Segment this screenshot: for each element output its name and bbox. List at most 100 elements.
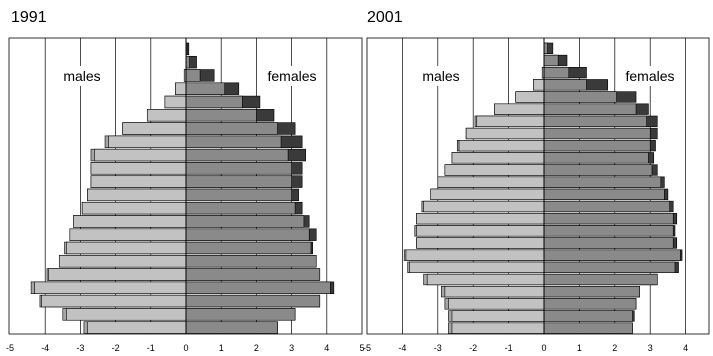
female-bar — [185, 188, 292, 202]
male-bar — [108, 135, 187, 148]
female-bar — [543, 249, 681, 261]
female-bar — [185, 294, 321, 308]
female-bar — [185, 69, 201, 82]
male-bar — [48, 268, 187, 281]
x-tick-label: -5 — [6, 343, 14, 353]
female-bar — [543, 261, 676, 273]
female-bar — [185, 268, 321, 281]
female-bar — [543, 322, 633, 334]
male-bar — [458, 140, 545, 152]
male-bar — [87, 321, 187, 334]
male-bar — [122, 122, 187, 135]
x-tick-label: 2 — [612, 343, 617, 353]
female-bar — [543, 103, 637, 115]
male-bar — [448, 298, 545, 310]
x-tick-label: -1 — [147, 343, 155, 353]
female-bar — [543, 213, 674, 225]
male-bar — [476, 115, 545, 127]
female-bar — [185, 215, 305, 228]
x-tick-label: 0 — [541, 343, 546, 353]
female-bar — [185, 281, 331, 294]
female-bar — [543, 225, 674, 237]
females-label: females — [267, 68, 316, 84]
male-bar — [73, 215, 187, 228]
females-label: females — [625, 68, 674, 84]
male-bar — [164, 95, 187, 109]
x-tick-label: -3 — [76, 343, 84, 353]
female-bar — [543, 152, 649, 164]
male-bar — [94, 148, 187, 162]
x-tick-label: 4 — [683, 343, 688, 353]
female-bar — [543, 54, 559, 67]
x-tick-label: -4 — [398, 343, 406, 353]
male-bar — [416, 213, 545, 225]
male-bar — [58, 255, 187, 268]
male-bar — [426, 273, 545, 286]
x-tick-label: -5 — [363, 343, 371, 353]
female-bar — [185, 175, 292, 188]
females-label-bg — [261, 66, 323, 86]
female-bar — [543, 237, 674, 249]
male-bar — [409, 261, 545, 273]
male-bar — [451, 310, 545, 322]
males-label-bg — [417, 66, 465, 86]
female-bar — [543, 188, 665, 200]
male-bar — [416, 237, 545, 249]
male-bar — [416, 225, 545, 237]
pyramid-2001: -5 -4 -3 -2 -1 0 1 2 3 4 males females — [363, 37, 710, 353]
female-bar — [185, 109, 257, 122]
male-bar — [90, 162, 187, 175]
female-bar — [185, 308, 296, 321]
x-tick-label: -1 — [505, 343, 513, 353]
female-bar — [543, 310, 633, 322]
male-bar — [451, 322, 545, 334]
females-label-bg — [619, 66, 681, 86]
males-label: males — [422, 68, 459, 84]
male-bar — [533, 79, 545, 91]
male-bar — [430, 188, 545, 200]
female-bar — [185, 255, 317, 268]
chart-title-2001: 2001 — [367, 9, 403, 26]
x-tick-label: 2 — [254, 343, 259, 353]
male-bar — [451, 152, 545, 164]
male-bar — [465, 127, 545, 140]
female-bar — [185, 148, 289, 162]
male-bar — [175, 82, 187, 95]
female-bar — [185, 55, 190, 69]
female-bar — [543, 91, 617, 103]
female-bar — [185, 201, 296, 215]
males-label: males — [63, 68, 100, 84]
male-bar — [444, 286, 545, 298]
female-bar — [185, 241, 312, 255]
male-bar — [405, 249, 545, 261]
pyramid-1991: -5 -4 -3 -2 -1 0 1 2 3 4 5 males females — [6, 37, 365, 353]
male-bar — [69, 228, 187, 241]
x-tick-label: 4 — [324, 343, 329, 353]
female-bar — [543, 127, 651, 140]
female-bar — [543, 42, 548, 54]
x-tick-label: 1 — [219, 343, 224, 353]
chart-title-1991: 1991 — [11, 9, 47, 26]
x-tick-label: -2 — [112, 343, 120, 353]
female-bar — [543, 164, 653, 176]
female-bar — [185, 95, 243, 109]
x-tick-label: 3 — [289, 343, 294, 353]
female-bar — [185, 135, 282, 148]
male-bar — [66, 308, 187, 321]
male-bar — [87, 188, 187, 202]
female-bar — [543, 200, 670, 213]
male-bar — [66, 241, 187, 255]
female-bar — [185, 82, 226, 95]
female-bar — [543, 140, 651, 152]
female-bar — [185, 162, 292, 175]
male-bar — [41, 294, 187, 308]
female-bar — [543, 176, 662, 188]
male-bar — [494, 103, 545, 115]
female-bar — [543, 286, 640, 298]
x-tick-label: 0 — [183, 343, 188, 353]
x-tick-label: 5 — [359, 343, 364, 353]
male-bar — [437, 176, 545, 188]
female-bar — [543, 298, 637, 310]
male-bar — [515, 91, 545, 103]
